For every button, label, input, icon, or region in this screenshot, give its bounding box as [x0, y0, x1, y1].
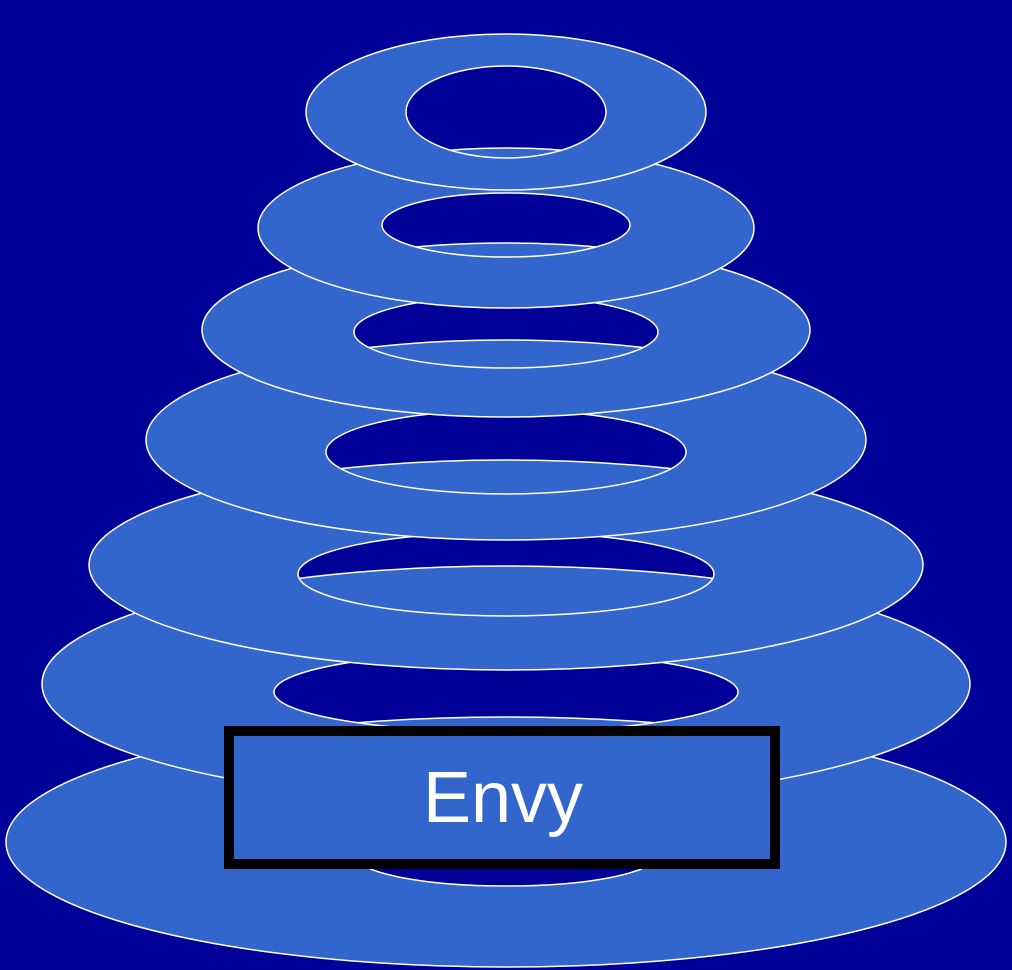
page: Envy (() => { const data = JSON.parse(do… — [0, 0, 1012, 970]
diagram: Envy — [0, 0, 1012, 970]
label: Envy — [423, 758, 583, 838]
